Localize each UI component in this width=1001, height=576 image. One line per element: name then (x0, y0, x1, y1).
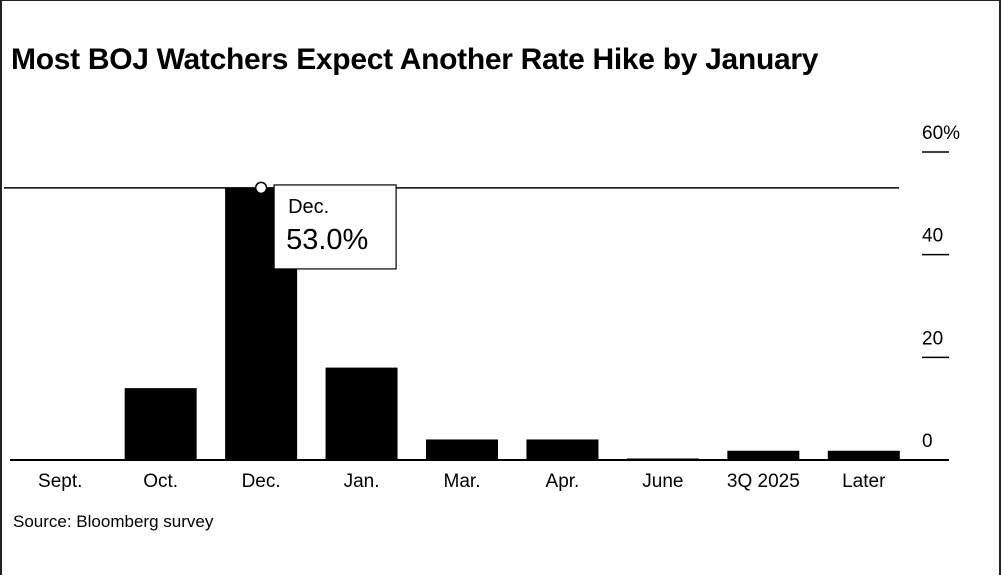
x-category-label: Jan. (344, 471, 380, 492)
hover-indicator: Dec. 53.0% (4, 181, 899, 270)
tooltip-value: 53.0% (286, 224, 368, 256)
bar[interactable] (124, 388, 197, 460)
x-category-label: Mar. (444, 471, 481, 492)
x-axis-labels: Sept. Oct. Dec. Jan. Mar. Apr. June 3Q 2025 Late… (38, 471, 886, 492)
bar[interactable] (526, 439, 599, 460)
bar[interactable] (827, 450, 900, 460)
tooltip-category: Dec. (288, 196, 329, 218)
tooltip-box (273, 184, 397, 270)
hover-marker (254, 181, 268, 195)
bars (124, 187, 900, 460)
y-tick-label: 60% (922, 123, 960, 144)
chart-title: Most BOJ Watchers Expect Another Rate Hi… (11, 43, 819, 76)
y-tick-label: 40 (922, 226, 943, 247)
x-category-label: 3Q 2025 (727, 471, 800, 492)
x-category-label: Later (842, 471, 886, 492)
bar[interactable] (325, 367, 398, 460)
x-category-label: Dec. (242, 471, 281, 492)
source-note: Source: Bloomberg survey (13, 512, 214, 531)
x-category-label: Oct. (143, 471, 178, 492)
x-category-label: Sept. (38, 471, 82, 492)
y-tick-label: 20 (922, 328, 943, 349)
x-category-label: Apr. (546, 471, 580, 492)
bar[interactable] (727, 450, 800, 460)
x-category-label: June (642, 471, 683, 492)
bar[interactable] (426, 439, 498, 460)
y-axis-ticks: 0 20 40 60% (922, 123, 960, 461)
y-tick-label: 0 (922, 431, 933, 452)
